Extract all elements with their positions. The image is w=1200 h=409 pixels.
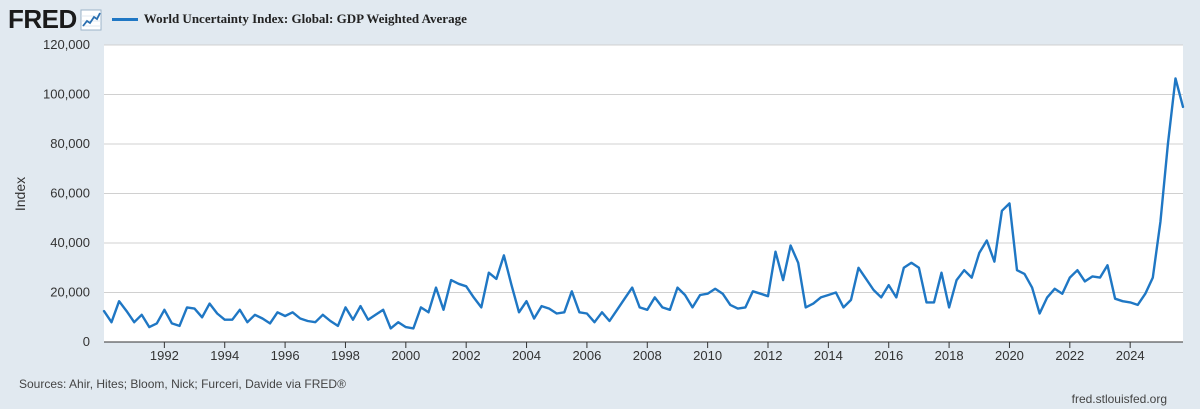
y-tick-label: 0 <box>83 334 90 349</box>
x-tick-label: 2010 <box>693 348 722 363</box>
fred-logo[interactable]: FRED <box>8 4 77 34</box>
y-tick-label: 60,000 <box>50 186 90 201</box>
x-tick-label: 1992 <box>150 348 179 363</box>
series-line-0 <box>102 77 1185 330</box>
y-tick-label: 20,000 <box>50 285 90 300</box>
x-tick-label: 1998 <box>331 348 360 363</box>
x-tick-label: 2016 <box>874 348 903 363</box>
x-tick-label: 2018 <box>935 348 964 363</box>
y-tick-label: 120,000 <box>43 37 90 52</box>
legend-swatch <box>111 17 138 21</box>
chart-line-icon <box>80 9 102 30</box>
y-tick-label: 40,000 <box>50 235 90 250</box>
x-tick-label: 2022 <box>1055 348 1084 363</box>
x-tick-label: 2006 <box>572 348 601 363</box>
x-tick-label: 2012 <box>754 348 783 363</box>
x-tick-label: 2000 <box>391 348 420 363</box>
x-tick-label: 1996 <box>271 348 300 363</box>
legend-label: World Uncertainty Index: Global: GDP Wei… <box>143 11 467 26</box>
x-tick-label: 1994 <box>210 348 239 363</box>
sources-note: Sources: Ahir, Hites; Bloom, Nick; Furce… <box>19 377 346 391</box>
x-tick-label: 2008 <box>633 348 662 363</box>
site-link[interactable]: fred.stlouisfed.org <box>1071 392 1167 406</box>
y-axis-title: Index <box>12 177 28 211</box>
x-tick-label: 2020 <box>995 348 1024 363</box>
legend: World Uncertainty Index: Global: GDP Wei… <box>111 11 467 27</box>
y-tick-label: 100,000 <box>43 87 90 102</box>
x-tick-label: 2002 <box>452 348 481 363</box>
x-tick-label: 2014 <box>814 348 843 363</box>
x-tick-label: 2024 <box>1116 348 1145 363</box>
x-tick-label: 2004 <box>512 348 541 363</box>
y-tick-label: 80,000 <box>50 136 90 151</box>
chart-header: FRED World Uncertainty Index: Global: GD… <box>8 4 467 34</box>
